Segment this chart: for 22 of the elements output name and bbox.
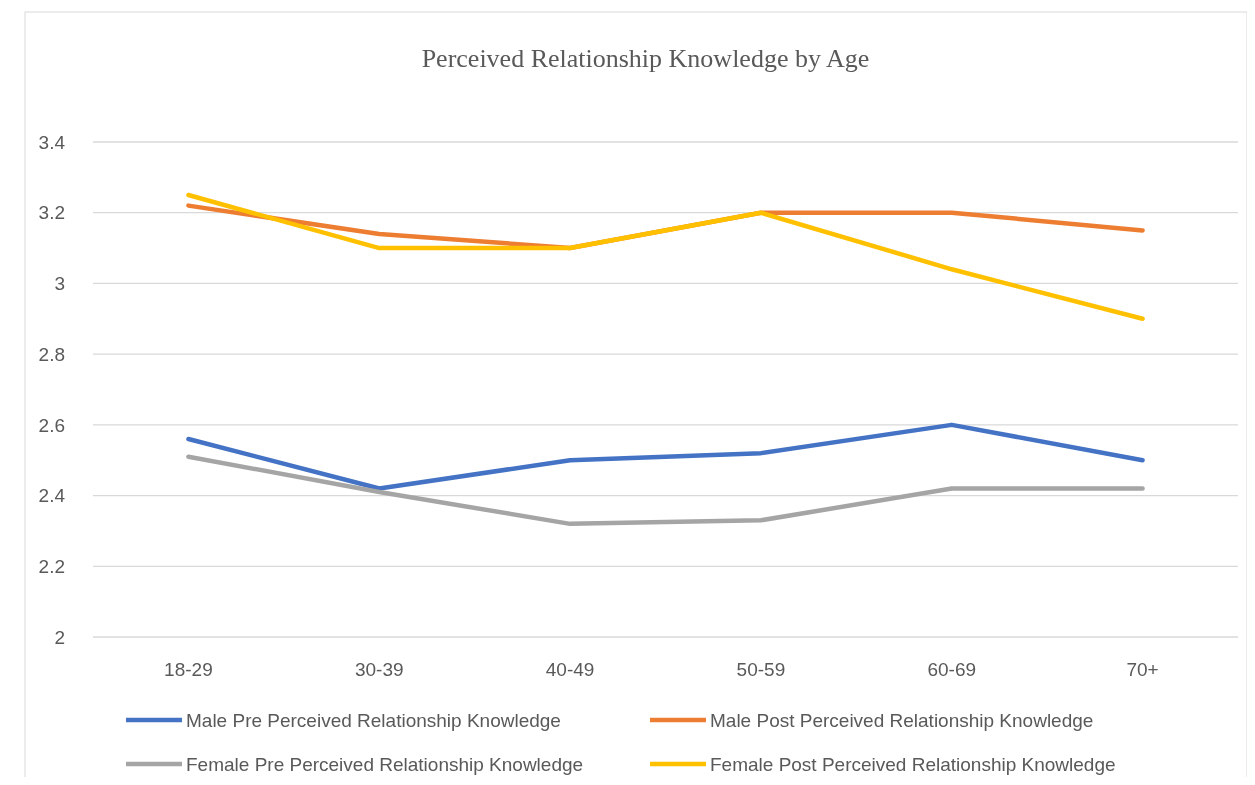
x-tick-label: 60-69	[927, 658, 977, 680]
chart-title: Perceived Relationship Knowledge by Age	[421, 44, 870, 74]
line-series	[186, 192, 1145, 322]
legend-label: Male Post Perceived Relationship Knowledge	[710, 709, 1094, 731]
y-tick-label: 2.6	[38, 414, 65, 436]
y-tick-label: 2.8	[38, 343, 65, 365]
y-tick-label: 2.2	[38, 555, 65, 577]
x-tick-label: 30-39	[354, 658, 404, 680]
x-tick-label: 50-59	[736, 658, 786, 680]
x-tick-label: 70+	[1126, 658, 1159, 680]
y-tick-label: 2	[54, 626, 65, 648]
x-tick-label: 18-29	[164, 658, 213, 680]
y-tick-label: 3.2	[38, 202, 65, 224]
legend-label: Female Post Perceived Relationship Knowledge	[710, 753, 1116, 775]
x-tick-label: 40-49	[545, 658, 595, 680]
y-tick-label: 2.4	[38, 485, 66, 507]
legend-label: Female Pre Perceived Relationship Knowledge	[186, 753, 584, 775]
y-tick-label: 3.4	[38, 131, 66, 153]
legend-label: Male Pre Perceived Relationship Knowledge	[186, 709, 561, 731]
line-series	[186, 454, 1145, 527]
line-series	[186, 422, 1145, 491]
y-tick-label: 3	[54, 273, 65, 295]
